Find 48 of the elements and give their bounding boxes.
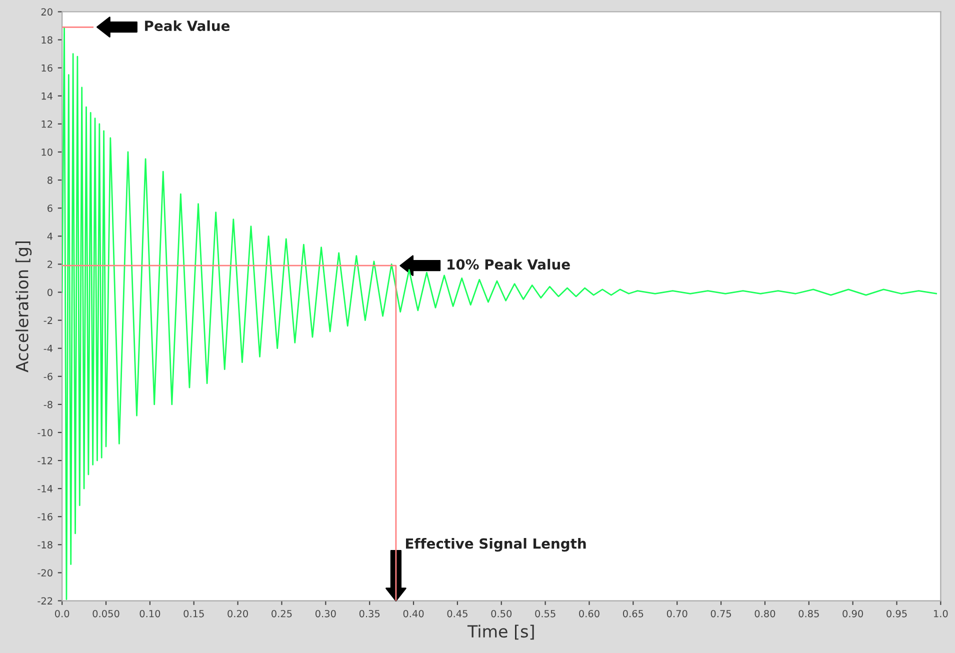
y-axis-title: Acceleration [g] <box>15 241 32 372</box>
x-tick-label: 0.55 <box>535 610 556 618</box>
x-tick-label: 0.10 <box>140 610 160 618</box>
x-tick-label: 0.40 <box>403 610 424 618</box>
y-tick-label: -18 <box>38 541 52 548</box>
y-tick-label: -6 <box>44 372 52 380</box>
x-tick-label: 0.95 <box>886 610 907 618</box>
y-tick-label: -8 <box>44 400 52 408</box>
x-tick-label: 0.70 <box>666 610 688 618</box>
x-tick-label: 0.45 <box>447 610 468 618</box>
y-tick-label: 18 <box>42 36 52 44</box>
x-tick-label: 0.90 <box>842 610 863 618</box>
x-tick-label: 0.30 <box>315 610 336 618</box>
x-tick-label: 0.15 <box>184 610 204 618</box>
y-tick-label: 14 <box>42 92 52 100</box>
y-tick-label: 2 <box>48 260 52 268</box>
y-tick-label: 12 <box>42 120 52 128</box>
x-tick-label: 0.85 <box>798 610 819 618</box>
y-tick-label: -10 <box>38 428 52 436</box>
annotation: 10% Peak Value <box>448 258 570 270</box>
x-tick-label: 0.050 <box>92 610 120 618</box>
x-tick-label: 0.80 <box>754 610 776 618</box>
y-tick-label: 6 <box>48 204 52 212</box>
x-tick-label: 1.0 <box>934 610 948 618</box>
y-tick-label: -14 <box>38 485 52 492</box>
y-tick-label: 4 <box>47 232 52 240</box>
y-tick-label: -22 <box>38 597 52 604</box>
x-tick-label: 0.75 <box>710 610 731 618</box>
y-tick-label: 20 <box>41 8 52 16</box>
y-tick-label: -2 <box>44 316 52 324</box>
y-tick-label: 8 <box>48 176 52 184</box>
y-tick-label: 16 <box>42 64 52 72</box>
x-axis-title: Time [s] <box>467 624 534 640</box>
x-tick-label: 0.25 <box>272 610 292 618</box>
x-tick-label: 0.50 <box>491 610 512 618</box>
y-tick-label: 0 <box>48 288 52 296</box>
y-tick-label: -4 <box>44 344 52 352</box>
x-tick-label: 0.60 <box>579 610 600 618</box>
annotation: Effective Signal Length <box>406 538 586 552</box>
x-tick-label: 0.20 <box>228 610 248 618</box>
x-tick-label: 0.65 <box>622 610 644 618</box>
x-tick-label: 0.0 <box>54 610 70 618</box>
y-tick-label: -20 <box>38 569 52 577</box>
y-tick-label: -16 <box>38 513 52 520</box>
annotation: Peak Value <box>145 20 230 32</box>
y-tick-label: -12 <box>38 457 52 464</box>
y-tick-label: 10 <box>42 148 52 156</box>
x-tick-label: 0.35 <box>359 610 380 618</box>
